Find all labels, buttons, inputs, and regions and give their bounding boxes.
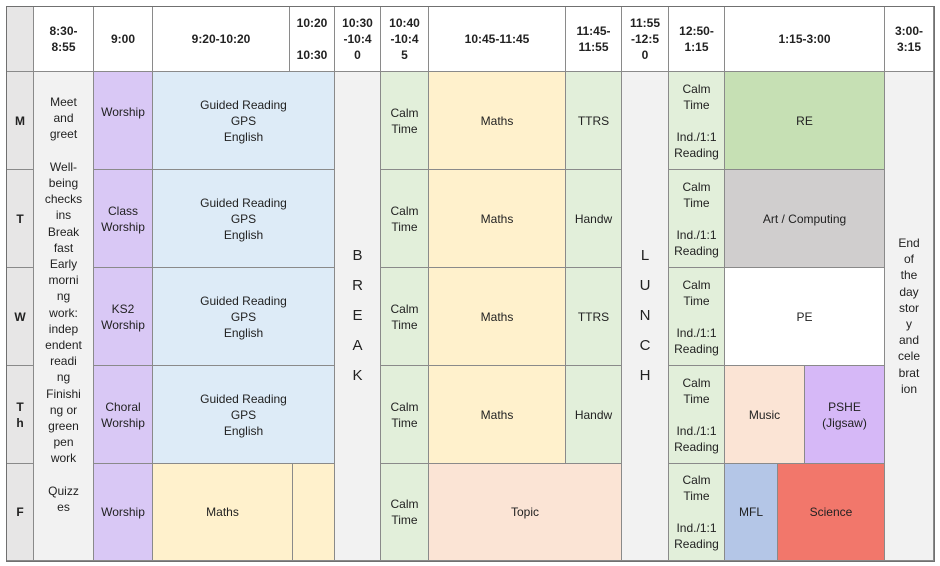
afternoon-calm-monday: Calm Time Ind./1:1 Reading bbox=[669, 72, 725, 170]
guided-reading-wednesday: Guided Reading GPS English bbox=[153, 268, 335, 366]
mfl-friday: MFL bbox=[725, 464, 778, 561]
calm-time-tuesday: Calm Time bbox=[381, 170, 429, 268]
header-1020: 10:20 10:30 bbox=[290, 7, 335, 72]
header-0115: 1:15-3:00 bbox=[725, 7, 885, 72]
calm-time-thursday: Calm Time bbox=[381, 366, 429, 464]
maths-thursday: Maths bbox=[429, 366, 566, 464]
header-1040: 10:40 -10:4 5 bbox=[381, 7, 429, 72]
topic-friday: Topic bbox=[429, 464, 622, 561]
pshe-thursday: PSHE (Jigsaw) bbox=[805, 366, 885, 464]
lunch-letter: C bbox=[639, 337, 651, 354]
afternoon-calm-tuesday: Calm Time Ind./1:1 Reading bbox=[669, 170, 725, 268]
lunch-letter: H bbox=[639, 367, 651, 384]
header-1030: 10:30 -10:4 0 bbox=[335, 7, 381, 72]
day-label-tuesday: T bbox=[7, 170, 34, 268]
lunch-letter: U bbox=[639, 277, 651, 294]
calm-time-friday: Calm Time bbox=[381, 464, 429, 561]
worship-monday: Worship bbox=[94, 72, 153, 170]
worship-thursday: Choral Worship bbox=[94, 366, 153, 464]
afternoon-calm-friday: Calm Time Ind./1:1 Reading bbox=[669, 464, 725, 561]
ttrs-monday: TTRS bbox=[566, 72, 622, 170]
worship-friday: Worship bbox=[94, 464, 153, 561]
guided-reading-thursday: Guided Reading GPS English bbox=[153, 366, 335, 464]
calm-time-wednesday: Calm Time bbox=[381, 268, 429, 366]
maths-friday-extra-cell bbox=[293, 464, 335, 561]
header-0920: 9:20-10:20 bbox=[153, 7, 290, 72]
afternoon-calm-thursday: Calm Time Ind./1:1 Reading bbox=[669, 366, 725, 464]
header-0900: 9:00 bbox=[94, 7, 153, 72]
break-letter: R bbox=[352, 277, 363, 294]
worship-tuesday: Class Worship bbox=[94, 170, 153, 268]
header-1155: 11:55 -12:5 0 bbox=[622, 7, 669, 72]
break-letter: K bbox=[352, 367, 363, 384]
early-morning-block: Meet and greet Well- being checks ins Br… bbox=[34, 72, 94, 561]
day-label-thursday: T h bbox=[7, 366, 34, 464]
lunch-column: L U N C H bbox=[622, 72, 669, 561]
day-label-friday: F bbox=[7, 464, 34, 561]
afternoon-calm-wednesday: Calm Time Ind./1:1 Reading bbox=[669, 268, 725, 366]
header-corner bbox=[7, 7, 34, 72]
maths-wednesday: Maths bbox=[429, 268, 566, 366]
break-letter: E bbox=[352, 307, 363, 324]
header-1045: 10:45-11:45 bbox=[429, 7, 566, 72]
music-thursday: Music bbox=[725, 366, 805, 464]
header-1145: 11:45- 11:55 bbox=[566, 7, 622, 72]
day-label-wednesday: W bbox=[7, 268, 34, 366]
science-friday: Science bbox=[778, 464, 885, 561]
break-column: B R E A K bbox=[335, 72, 381, 561]
maths-monday: Maths bbox=[429, 72, 566, 170]
day-label-monday: M bbox=[7, 72, 34, 170]
pe-wednesday: PE bbox=[725, 268, 885, 366]
timetable: 8:30- 8:55 9:00 9:20-10:20 10:20 10:30 1… bbox=[6, 6, 935, 562]
calm-time-monday: Calm Time bbox=[381, 72, 429, 170]
break-letter: B bbox=[352, 247, 363, 264]
maths-tuesday: Maths bbox=[429, 170, 566, 268]
lunch-letter: N bbox=[639, 307, 651, 324]
guided-reading-tuesday: Guided Reading GPS English bbox=[153, 170, 335, 268]
break-letter: A bbox=[352, 337, 363, 354]
art-computing-tuesday: Art / Computing bbox=[725, 170, 885, 268]
end-of-day-block: End of the day stor y and cele brat ion bbox=[885, 72, 934, 561]
ttrs-wednesday: TTRS bbox=[566, 268, 622, 366]
handwriting-tuesday: Handw bbox=[566, 170, 622, 268]
lunch-letter: L bbox=[640, 247, 650, 264]
header-1250: 12:50- 1:15 bbox=[669, 7, 725, 72]
worship-wednesday: KS2 Worship bbox=[94, 268, 153, 366]
handwriting-thursday: Handw bbox=[566, 366, 622, 464]
header-0300: 3:00- 3:15 bbox=[885, 7, 934, 72]
header-0830: 8:30- 8:55 bbox=[34, 7, 94, 72]
re-monday: RE bbox=[725, 72, 885, 170]
guided-reading-monday: Guided Reading GPS English bbox=[153, 72, 335, 170]
maths-friday-morning: Maths bbox=[153, 464, 293, 561]
